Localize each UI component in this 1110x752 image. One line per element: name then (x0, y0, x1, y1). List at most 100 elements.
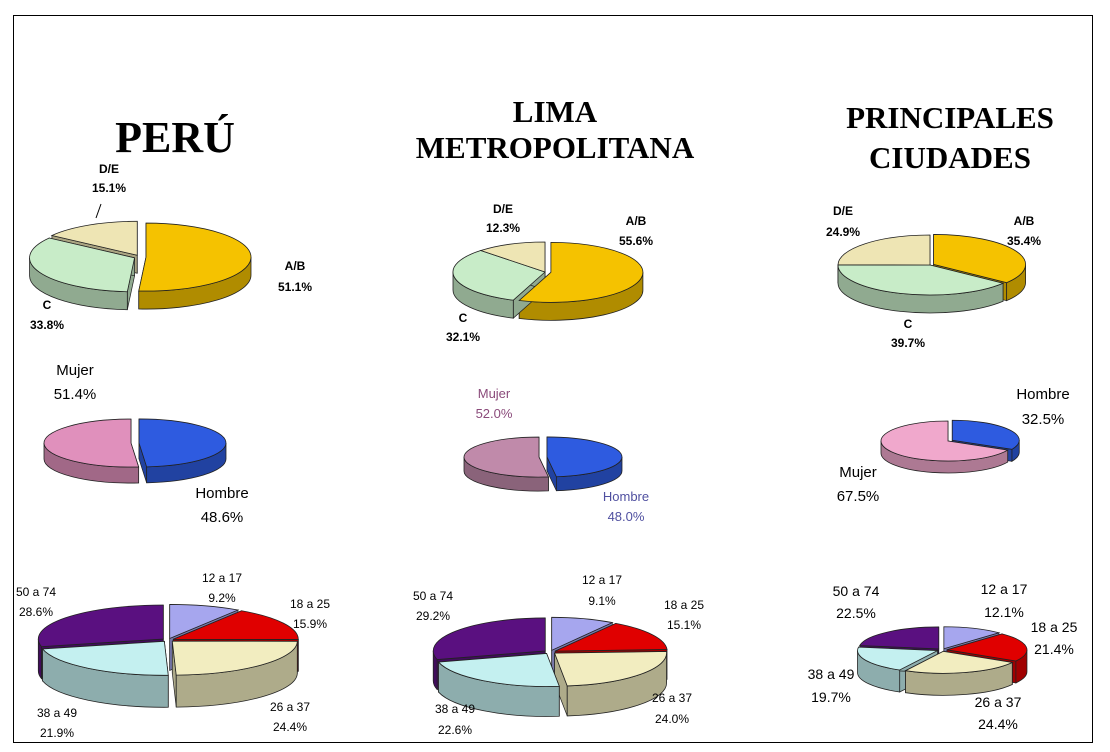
pie-slice-26-a-37 (553, 651, 667, 687)
pie-slice-mujer (43, 418, 140, 468)
slice-value-26-a-37: 24.4% (273, 720, 307, 734)
slice-value-hombre: 48.6% (201, 509, 244, 526)
title-peru: PERÚ (115, 113, 235, 162)
slice-label-26-a-37: 26 a 37 (652, 691, 692, 705)
sexo-per-pie: Hombre 48.6% Mujer 51.4% (43, 362, 249, 526)
pie-slice-hombre (138, 418, 227, 468)
pie-slice-18-a-25 (946, 633, 1028, 662)
slice-label-26-a-37: 26 a 37 (975, 694, 1022, 710)
pie-slice-d-e (837, 234, 931, 266)
slice-label-mujer: Mujer (56, 362, 94, 379)
pie-slice-a-b (138, 222, 252, 292)
edad-lima-metropolitana-pie: 12 a 17 9.1% 18 a 25 15.1% 26 a 37 24.0% 38 a … (413, 573, 704, 737)
slice-label-hombre: Hombre (1016, 386, 1069, 403)
pie-slice-18-a-25 (555, 622, 668, 652)
slice-label-c: C (459, 311, 468, 325)
slice-label-a-b: A/B (1014, 214, 1035, 228)
edad-per-pie: 12 a 17 9.2% 18 a 25 15.9% 26 a 37 24.4% 38 a … (16, 571, 330, 740)
title-lima-line1: LIMA (512, 94, 598, 129)
pie-slice-hombre (546, 436, 623, 478)
slice-value-18-a-25: 15.1% (667, 618, 701, 632)
pie-slice-50-a-74 (37, 604, 164, 648)
slice-label-38-a-49: 38 a 49 (435, 702, 475, 716)
slice-value-d-e: 24.9% (826, 225, 860, 239)
slice-value-mujer: 52.0% (476, 406, 513, 421)
pie-slice-hombre (951, 419, 1020, 450)
slice-value-38-a-49: 19.7% (811, 689, 851, 705)
slice-label-d-e: D/E (493, 202, 513, 216)
pie-slice-38-a-49 (857, 646, 940, 671)
pie-slice-mujer (463, 436, 550, 478)
slice-value-18-a-25: 15.9% (293, 617, 327, 631)
slice-value-12-a-17: 9.1% (588, 594, 616, 608)
slice-value-50-a-74: 28.6% (19, 605, 53, 619)
slice-label-18-a-25: 18 a 25 (664, 598, 704, 612)
pie-slice-12-a-17 (551, 616, 614, 651)
slice-label-18-a-25: 18 a 25 (290, 597, 330, 611)
nse-per-pie: A/B 51.1% C 33.8% D/E 15.1% (29, 162, 312, 332)
slice-value-50-a-74: 22.5% (836, 605, 876, 621)
slice-value-12-a-17: 12.1% (984, 604, 1024, 620)
pie-slice-d-e (50, 220, 138, 256)
slice-label-12-a-17: 12 a 17 (202, 571, 242, 585)
edad-principales-ciudades-pie: 12 a 17 12.1% 18 a 25 21.4% 26 a 37 24.4% 38 a… (808, 581, 1078, 732)
slice-label-26-a-37: 26 a 37 (270, 700, 310, 714)
leader-line (95, 203, 102, 219)
sexo-lima-metropolitana-pie: Hombre 48.0% Mujer 52.0% (463, 386, 649, 524)
slice-value-d-e: 15.1% (92, 181, 126, 195)
slice-label-12-a-17: 12 a 17 (582, 573, 622, 587)
slice-value-c: 33.8% (30, 318, 64, 332)
pie-slice-38-a-49 (41, 640, 169, 676)
slice-label-12-a-17: 12 a 17 (981, 581, 1028, 597)
slice-value-d-e: 12.3% (486, 221, 520, 235)
pie-slice-50-a-74 (432, 617, 546, 660)
pie-slice-18-a-25 (173, 610, 299, 640)
pie-slice-c (452, 250, 546, 301)
pie-slice-50-a-74 (859, 626, 940, 650)
slice-label-c: C (43, 298, 52, 312)
pie-slice-26-a-37 (904, 650, 1014, 674)
slice-value-18-a-25: 21.4% (1034, 641, 1074, 657)
slice-label-a-b: A/B (285, 259, 306, 273)
slice-label-a-b: A/B (626, 214, 647, 228)
slice-value-26-a-37: 24.4% (978, 716, 1018, 732)
slice-label-mujer: Mujer (478, 386, 511, 401)
slice-value-hombre: 32.5% (1022, 411, 1065, 428)
slice-value-hombre: 48.0% (608, 509, 645, 524)
slice-label-18-a-25: 18 a 25 (1031, 619, 1078, 635)
slice-label-50-a-74: 50 a 74 (413, 589, 453, 603)
slice-value-c: 39.7% (891, 336, 925, 350)
slice-label-50-a-74: 50 a 74 (833, 583, 880, 599)
title-principales-line1: PRINCIPALES (846, 100, 1054, 135)
nse-lima-metropolitana-pie: A/B 55.6% C 32.1% D/E 12.3% (446, 202, 653, 344)
slice-value-50-a-74: 29.2% (416, 609, 450, 623)
slice-label-d-e: D/E (833, 204, 853, 218)
pie-slice-c (29, 237, 136, 293)
slice-label-50-a-74: 50 a 74 (16, 585, 56, 599)
slice-label-c: C (904, 317, 913, 331)
slice-value-c: 32.1% (446, 330, 480, 344)
pie-slice-12-a-17 (169, 604, 240, 640)
slice-value-mujer: 67.5% (837, 488, 880, 505)
slice-value-a-b: 55.6% (619, 234, 653, 248)
slice-label-d-e: D/E (99, 162, 119, 176)
slice-value-26-a-37: 24.0% (655, 712, 689, 726)
slice-value-a-b: 35.4% (1007, 234, 1041, 248)
slice-value-a-b: 51.1% (278, 280, 312, 294)
pie-slice-a-b (933, 234, 1026, 284)
slice-label-38-a-49: 38 a 49 (808, 666, 855, 682)
sexo-principales-ciudades-pie: Hombre 32.5% Mujer 67.5% (837, 386, 1070, 505)
pie-slice-38-a-49 (437, 653, 560, 687)
slice-label-mujer: Mujer (839, 464, 877, 481)
slice-value-38-a-49: 21.9% (40, 726, 74, 740)
title-principales-line2: CIUDADES (869, 140, 1031, 175)
pie-slice-26-a-37 (171, 640, 298, 676)
slice-label-38-a-49: 38 a 49 (37, 706, 77, 720)
pie-slice-a-b (518, 241, 644, 303)
nse-principales-ciudades-pie: A/B 35.4% C 39.7% D/E 24.9% (826, 204, 1041, 350)
slice-label-hombre: Hombre (603, 489, 649, 504)
slice-value-38-a-49: 22.6% (438, 723, 472, 737)
title-lima-line2: METROPOLITANA (415, 130, 695, 165)
slice-label-hombre: Hombre (195, 485, 248, 502)
